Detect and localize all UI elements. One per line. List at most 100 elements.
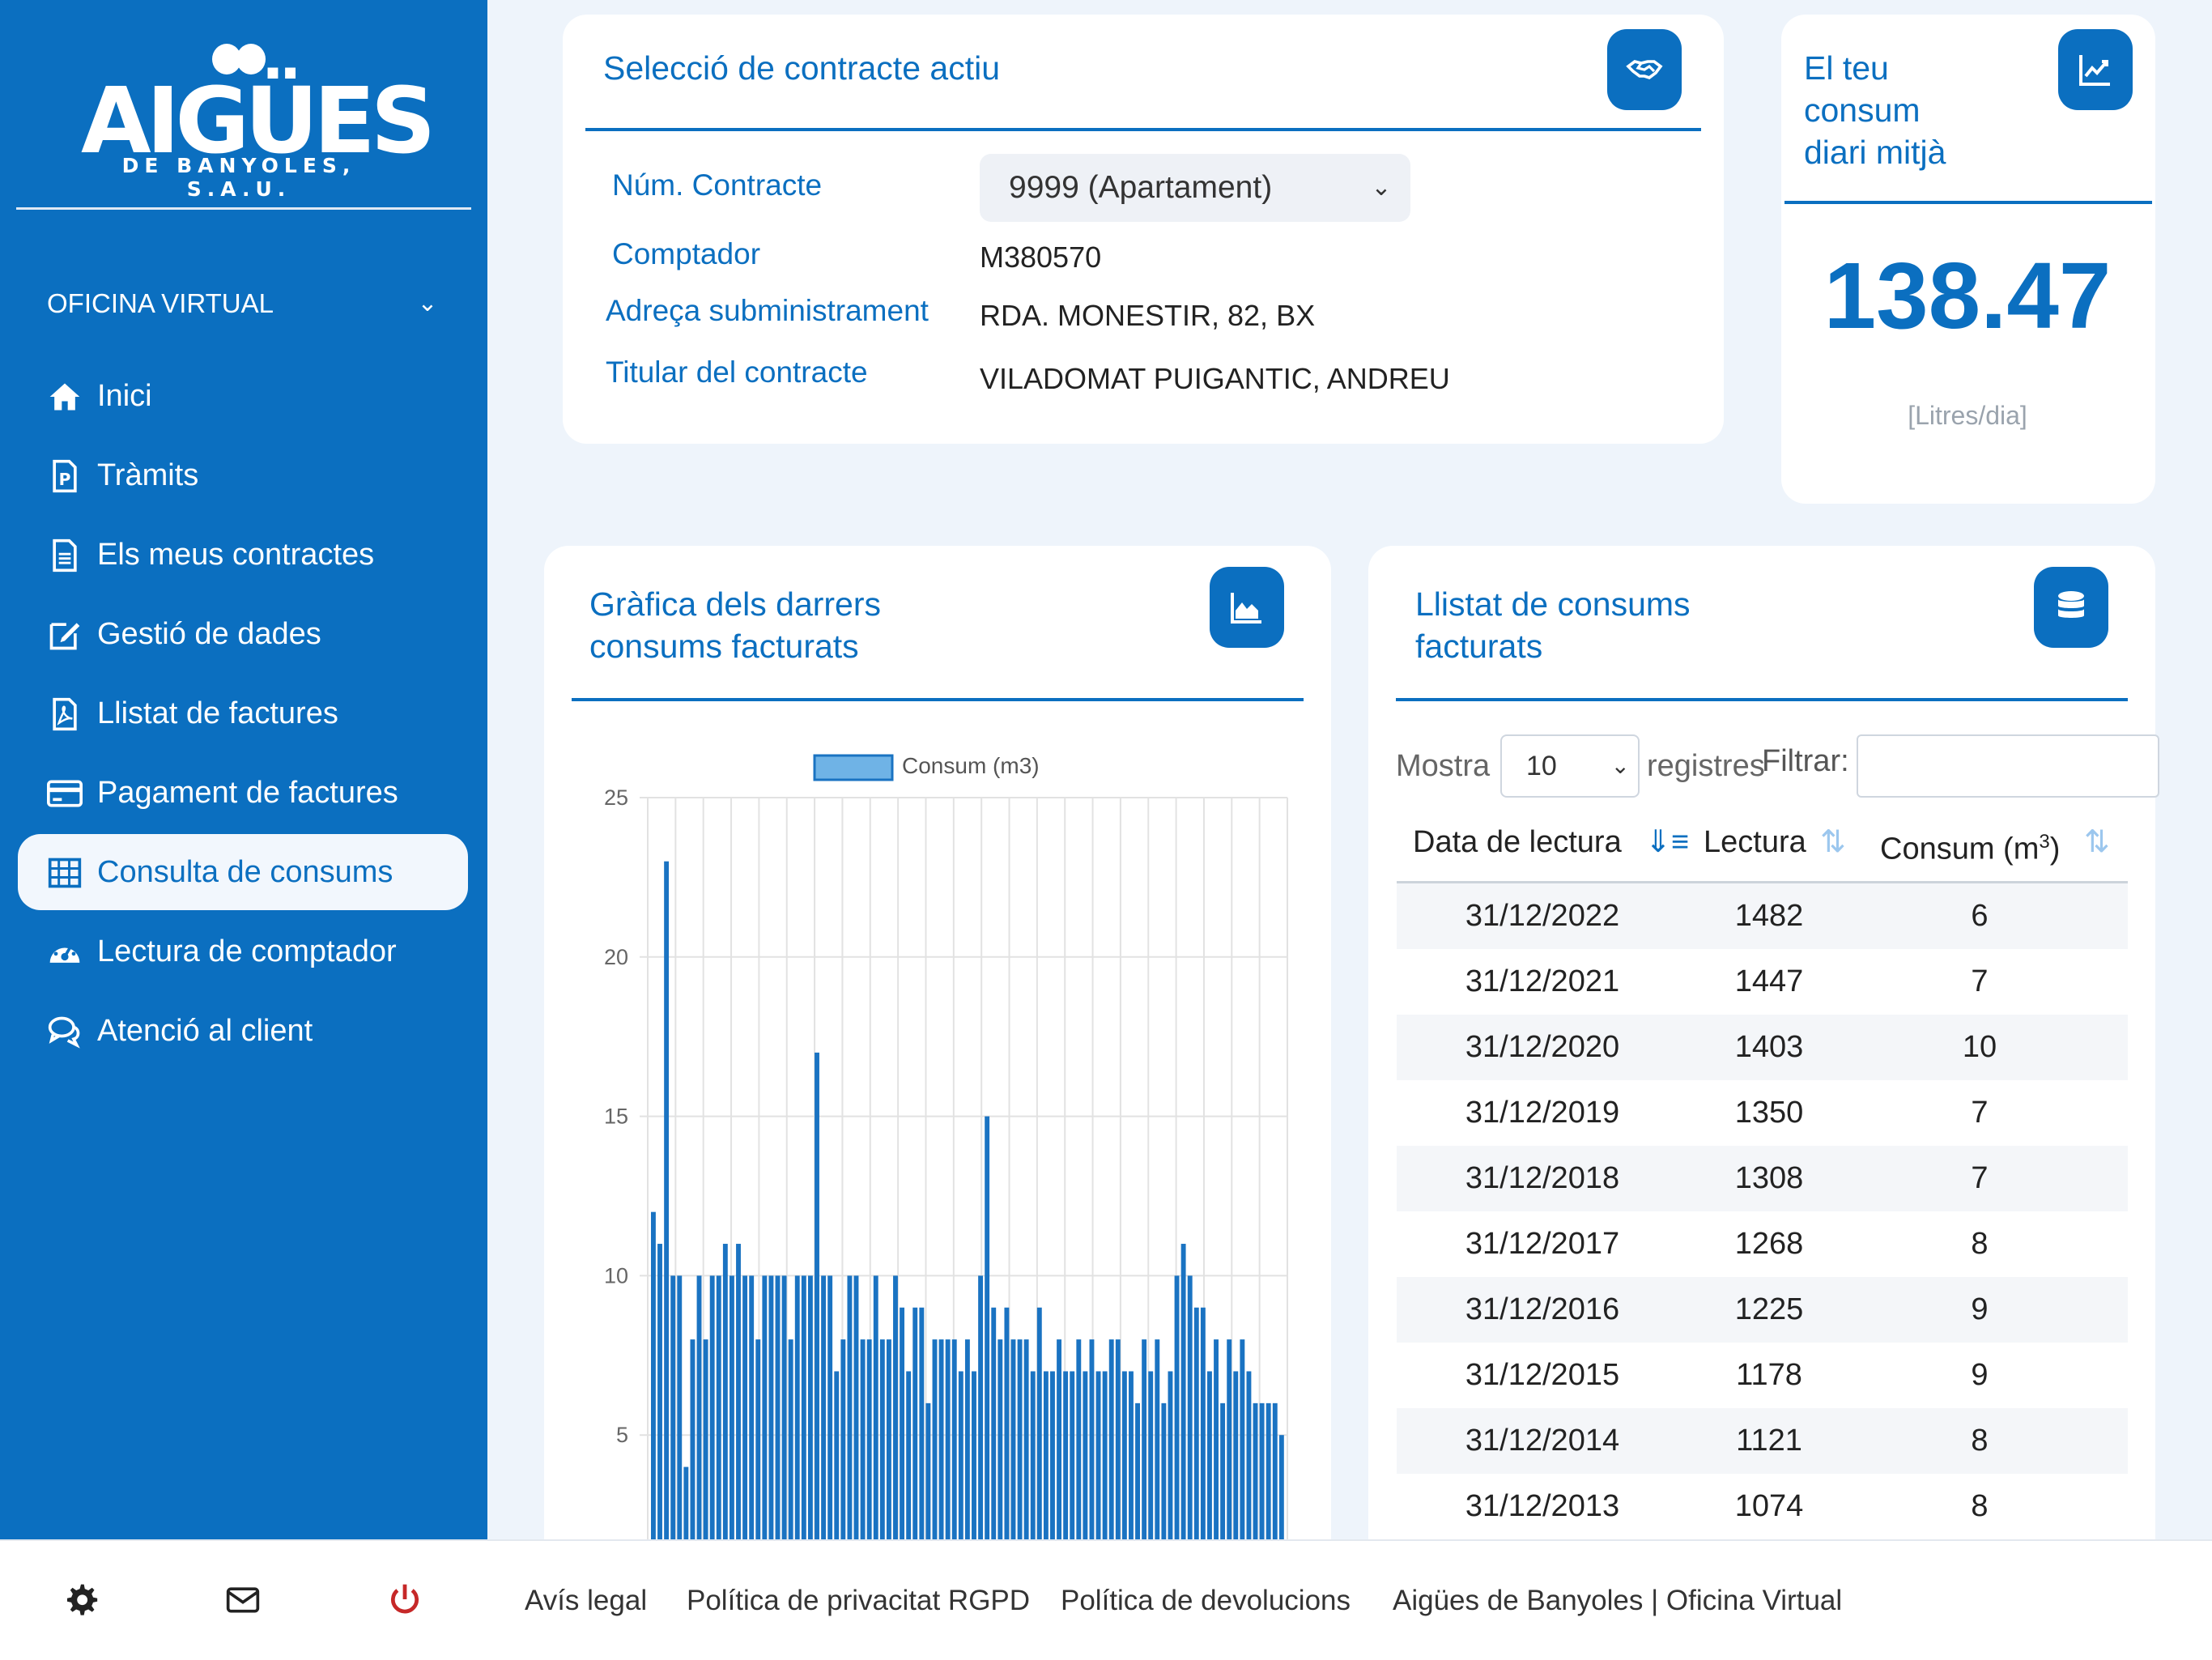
handshake-icon — [1626, 60, 1663, 80]
footer-link-legal[interactable]: Avís legal — [525, 1585, 648, 1616]
chart-bar — [1278, 1435, 1284, 1539]
chart-bar — [1207, 1371, 1212, 1539]
chart-y-ticks: 2520151050 — [604, 785, 628, 1447]
file-text-icon — [53, 538, 77, 572]
table-row: 31/12/2020 1403 10 — [1397, 1015, 2128, 1080]
sort-icon[interactable]: ⇅ — [2084, 825, 2110, 859]
chart-bar — [1214, 1339, 1219, 1539]
chart-bar — [1220, 1402, 1226, 1539]
area-chart-button[interactable] — [1210, 567, 1284, 648]
chart-bar — [1070, 1371, 1075, 1539]
database-button[interactable] — [2034, 567, 2108, 648]
column-header-date[interactable]: Data de lectura — [1413, 825, 1622, 859]
chart-bar — [834, 1371, 840, 1539]
chart-bar — [1174, 1275, 1180, 1539]
office-section-toggle[interactable]: OFICINA VIRTUAL ⌄ — [47, 283, 444, 324]
cell-reading: 1074 — [1734, 1489, 1804, 1523]
table-row: 31/12/2019 1350 7 — [1397, 1080, 2128, 1146]
chart-bar — [853, 1275, 859, 1539]
sidebar-item-tramits[interactable]: P Tràmits — [18, 437, 468, 513]
cell-date: 31/12/2020 — [1465, 1030, 1620, 1064]
chart-bar — [1227, 1339, 1232, 1539]
footer-link-office[interactable]: Aigües de Banyoles | Oficina Virtual — [1393, 1585, 1843, 1616]
chat-icon — [48, 1016, 80, 1049]
column-header-reading[interactable]: Lectura — [1704, 825, 1806, 859]
column-header-consumption[interactable]: Consum (m3) — [1880, 818, 2060, 874]
sidebar-item-lectura-comptador[interactable]: Lectura de comptador — [18, 913, 468, 990]
meter-label: Comptador — [612, 237, 761, 270]
cell-reading: 1121 — [1736, 1424, 1802, 1458]
chart-bar — [1200, 1307, 1206, 1539]
table-icon — [48, 858, 82, 888]
cell-reading: 1178 — [1736, 1358, 1802, 1392]
sidebar: AIGÜES DE BANYOLES, S.A.U. OFICINA VIRTU… — [0, 0, 487, 1539]
contract-card-divider — [585, 128, 1701, 131]
chart-bar — [736, 1244, 741, 1539]
table-row: 31/12/2022 1482 6 — [1397, 883, 2128, 949]
line-chart-button[interactable] — [2058, 29, 2133, 110]
table-header-divider — [1397, 881, 2128, 883]
sort-icon[interactable]: ⇅ — [1820, 825, 1846, 859]
chart-bar — [879, 1339, 885, 1539]
chart-y-tick-label: 5 — [616, 1423, 628, 1447]
cell-date: 31/12/2013 — [1465, 1489, 1620, 1523]
handshake-button[interactable] — [1607, 29, 1682, 110]
chart-card-divider — [572, 698, 1304, 701]
chart-bar — [972, 1371, 976, 1539]
chart-bars — [651, 861, 1284, 1539]
chart-bar — [1063, 1371, 1069, 1539]
chart-bar — [1076, 1339, 1082, 1539]
table-row: 31/12/2014 1121 8 — [1397, 1408, 2128, 1474]
sidebar-item-gestio-dades[interactable]: Gestió de dades — [18, 596, 468, 672]
cell-reading: 1482 — [1734, 899, 1804, 933]
sidebar-item-consulta-consums[interactable]: Consulta de consums — [18, 834, 468, 910]
chart-legend-swatch — [813, 754, 894, 781]
power-icon[interactable] — [387, 1581, 423, 1617]
table-row: 31/12/2018 1308 7 — [1397, 1146, 2128, 1211]
cell-date: 31/12/2015 — [1465, 1358, 1620, 1392]
sidebar-item-inici[interactable]: Inici — [18, 358, 468, 434]
line-chart-icon — [2079, 55, 2110, 86]
chart-y-tick-label: 15 — [604, 1105, 628, 1129]
chart-bar — [938, 1339, 944, 1539]
chart-bar — [1030, 1371, 1036, 1539]
cell-reading: 1447 — [1734, 964, 1804, 998]
sidebar-item-llistat-factures[interactable]: Llistat de factures — [18, 675, 468, 751]
sidebar-item-pagament-factures[interactable]: Pagament de factures — [18, 755, 468, 831]
chart-bar — [912, 1307, 918, 1539]
chart-bar — [991, 1307, 997, 1539]
table-row: 31/12/2017 1268 8 — [1397, 1211, 2128, 1277]
contract-card: Selecció de contracte actiu — [563, 15, 1724, 444]
cell-date: 31/12/2022 — [1465, 899, 1620, 933]
chart-bar — [1010, 1339, 1016, 1539]
table-row: 31/12/2016 1225 9 — [1397, 1277, 2128, 1343]
company-logo[interactable]: AIGÜES DE BANYOLES, S.A.U. — [81, 40, 436, 201]
contract-select[interactable]: 9999 (Apartament) ⌄ — [980, 154, 1410, 222]
chart-bar — [1253, 1402, 1258, 1539]
column-header-superscript: 3 — [2039, 831, 2050, 853]
entries-select[interactable]: 10 ⌄ — [1500, 734, 1640, 798]
address-value: RDA. MONESTIR, 82, BX — [980, 299, 1316, 332]
consumption-bar-chart: 2520151050 Consum (m3) — [604, 753, 1288, 1539]
chart-bar — [1233, 1371, 1239, 1539]
filter-input[interactable] — [1857, 734, 2159, 798]
column-header-consumption-text: Consum (m — [1880, 832, 2040, 866]
sidebar-item-contractes[interactable]: Els meus contractes — [18, 517, 468, 593]
footer-link-returns[interactable]: Política de devolucions — [1061, 1585, 1351, 1616]
chart-bar — [978, 1275, 984, 1539]
table-card-title-2: facturats — [1415, 628, 1543, 665]
cell-consumption: 10 — [1962, 1030, 1997, 1064]
sidebar-item-atencio-client[interactable]: Atenció al client — [18, 993, 468, 1069]
footer-link-privacy[interactable]: Política de privacitat RGPD — [687, 1585, 1031, 1616]
cell-reading: 1308 — [1734, 1161, 1804, 1195]
show-entries-label: Mostra — [1396, 749, 1491, 783]
gear-icon[interactable] — [63, 1581, 99, 1617]
area-chart-icon — [1231, 593, 1261, 624]
chart-bar — [951, 1339, 957, 1539]
sort-desc-icon[interactable]: ⇓≡ — [1645, 825, 1690, 859]
address-label: Adreça subministrament — [606, 294, 929, 327]
chart-bar — [657, 1244, 662, 1539]
mail-icon[interactable] — [225, 1581, 261, 1617]
chart-bar — [749, 1275, 755, 1539]
chart-bar — [1057, 1339, 1061, 1539]
